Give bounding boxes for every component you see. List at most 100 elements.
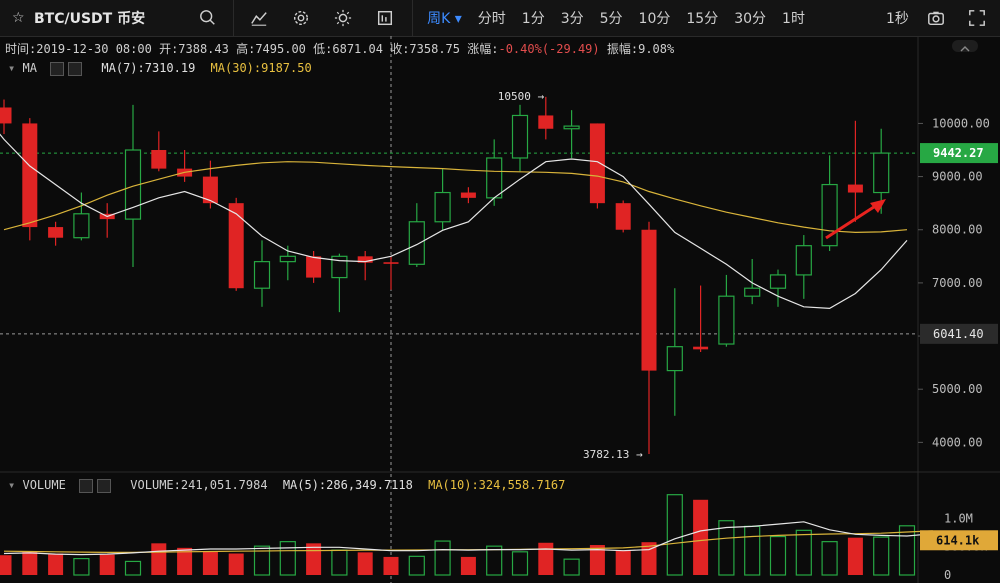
volume-bar: [769, 535, 787, 576]
settings-gear-icon[interactable]: [290, 7, 312, 29]
candle-body[interactable]: [279, 255, 296, 263]
candle-body[interactable]: [873, 152, 890, 194]
candle-body[interactable]: [202, 176, 218, 204]
volume-bar: [357, 552, 373, 575]
volume-settings-icon[interactable]: [79, 478, 94, 493]
candle-body[interactable]: [331, 255, 348, 279]
interval-tabs: 周K ▾ 分时 1分 3分 5分 10分 15分 30分 1时: [419, 8, 813, 28]
info-change-label: 涨幅:: [467, 42, 499, 56]
indicator-chart-icon[interactable]: [248, 7, 270, 29]
volume-bar: [331, 549, 348, 576]
collapse-toggle[interactable]: [952, 40, 978, 52]
candle-body[interactable]: [228, 203, 244, 289]
volume-bar: [151, 543, 167, 575]
volume-bar: [124, 560, 142, 576]
candle-body[interactable]: [22, 123, 38, 228]
candle-body[interactable]: [693, 346, 709, 350]
crosshair-price-box: [920, 323, 998, 344]
candle-body[interactable]: [0, 107, 12, 124]
volume-bar: [615, 550, 631, 575]
layout-icon[interactable]: [374, 7, 396, 29]
top-toolbar: ☆ BTC/USDT 币安 周K ▾ 分时 1分 3分 5分 10分 15分 30分 1时 1秒: [0, 0, 1000, 37]
red-arrow-head-icon: [870, 199, 886, 213]
favorite-star-icon[interactable]: ☆: [12, 10, 25, 26]
candle-body[interactable]: [769, 274, 787, 289]
interval-tab-4[interactable]: 5分: [599, 11, 623, 27]
candle-body[interactable]: [253, 261, 271, 289]
volume-ma5-line: [3, 521, 933, 556]
candle-body[interactable]: [460, 192, 476, 198]
camera-icon[interactable]: [925, 7, 947, 29]
interval-tab-2[interactable]: 1分: [521, 11, 545, 27]
candle-body[interactable]: [795, 245, 812, 276]
candle-body[interactable]: [357, 256, 373, 263]
volume-current-label: 614.1k: [936, 533, 980, 547]
refresh-rate[interactable]: 1秒: [886, 11, 909, 27]
candle-body[interactable]: [48, 227, 64, 238]
symbol-title[interactable]: BTC/USDT 币安: [34, 11, 146, 27]
candle-body[interactable]: [744, 287, 761, 297]
candle-body[interactable]: [615, 203, 631, 230]
volume-bar: [306, 543, 322, 575]
ma-legend: ▾ MA MA(7):7310.19 MA(30):9187.50: [8, 61, 312, 76]
volume-bar: [48, 553, 64, 575]
candle-body[interactable]: [666, 346, 683, 372]
ma7-line: [0, 133, 908, 310]
interval-tab-7[interactable]: 30分: [734, 11, 767, 27]
volume-legend-name: VOLUME: [22, 478, 66, 492]
volume-bar: [177, 547, 193, 575]
candle-body[interactable]: [434, 191, 451, 223]
interval-tab-0[interactable]: 周K ▾: [427, 11, 462, 27]
info-close: 收:7358.75: [390, 42, 461, 56]
price-chart[interactable]: 10000.009000.008000.007000.006000.005000…: [0, 36, 1000, 583]
theme-sun-icon[interactable]: [332, 7, 354, 29]
collapse-triangle-icon[interactable]: ▾: [8, 61, 16, 75]
volume-close-icon[interactable]: [97, 478, 112, 493]
volume-ma5-value: MA(5):286,349.7118: [282, 478, 413, 492]
volume-bar: [99, 554, 115, 575]
candle-body[interactable]: [151, 150, 167, 169]
interval-tab-6[interactable]: 15分: [686, 11, 719, 27]
volume-bar: [873, 536, 890, 576]
interval-tab-1[interactable]: 分时: [477, 11, 506, 27]
candle-body[interactable]: [73, 213, 90, 239]
candle-body[interactable]: [511, 114, 529, 159]
candle-body[interactable]: [589, 123, 605, 204]
fullscreen-icon[interactable]: [966, 7, 988, 29]
candle-body[interactable]: [641, 229, 657, 371]
candle-body[interactable]: [408, 221, 425, 265]
price-tick-label: 7000.00: [932, 276, 983, 290]
interval-tab-8[interactable]: 1时: [782, 11, 805, 27]
toolbar-divider: [233, 0, 235, 36]
interval-tab-3[interactable]: 3分: [560, 11, 584, 27]
candle-body[interactable]: [306, 256, 322, 278]
candle-body[interactable]: [847, 184, 863, 193]
low-price-annotation: 3782.13 →: [583, 448, 643, 461]
volume-bar: [434, 540, 451, 576]
ma-settings-icon[interactable]: [50, 61, 65, 76]
candle-body[interactable]: [383, 262, 399, 264]
toolbar-divider: [412, 0, 414, 36]
volume-bar: [408, 555, 425, 576]
crosshair-price-label: 6041.40: [933, 327, 984, 341]
candle-body[interactable]: [486, 157, 503, 199]
info-change-value: -0.40%(-29.49): [498, 42, 600, 56]
red-arrow-annotation: [825, 201, 881, 240]
candle-body[interactable]: [538, 115, 554, 129]
volume-bar: [511, 551, 529, 576]
volume-bar: [253, 545, 271, 576]
candle-body[interactable]: [563, 125, 580, 130]
candle-body[interactable]: [718, 295, 735, 345]
ma-close-icon[interactable]: [68, 61, 83, 76]
search-icon[interactable]: [197, 7, 219, 29]
info-open: 开:7388.43: [159, 42, 229, 56]
volume-legend: ▾ VOLUME VOLUME:241,051.7984 MA(5):286,3…: [8, 478, 565, 493]
high-price-annotation: 10500 →: [498, 90, 545, 103]
volume-current-box: [920, 530, 998, 551]
collapse-triangle-icon[interactable]: ▾: [8, 478, 16, 492]
interval-tab-5[interactable]: 10分: [638, 11, 671, 27]
ma7-value: MA(7):7310.19: [101, 61, 196, 75]
ma-legend-name: MA: [22, 61, 37, 75]
ma30-line: [3, 161, 908, 234]
volume-bar: [279, 541, 296, 576]
